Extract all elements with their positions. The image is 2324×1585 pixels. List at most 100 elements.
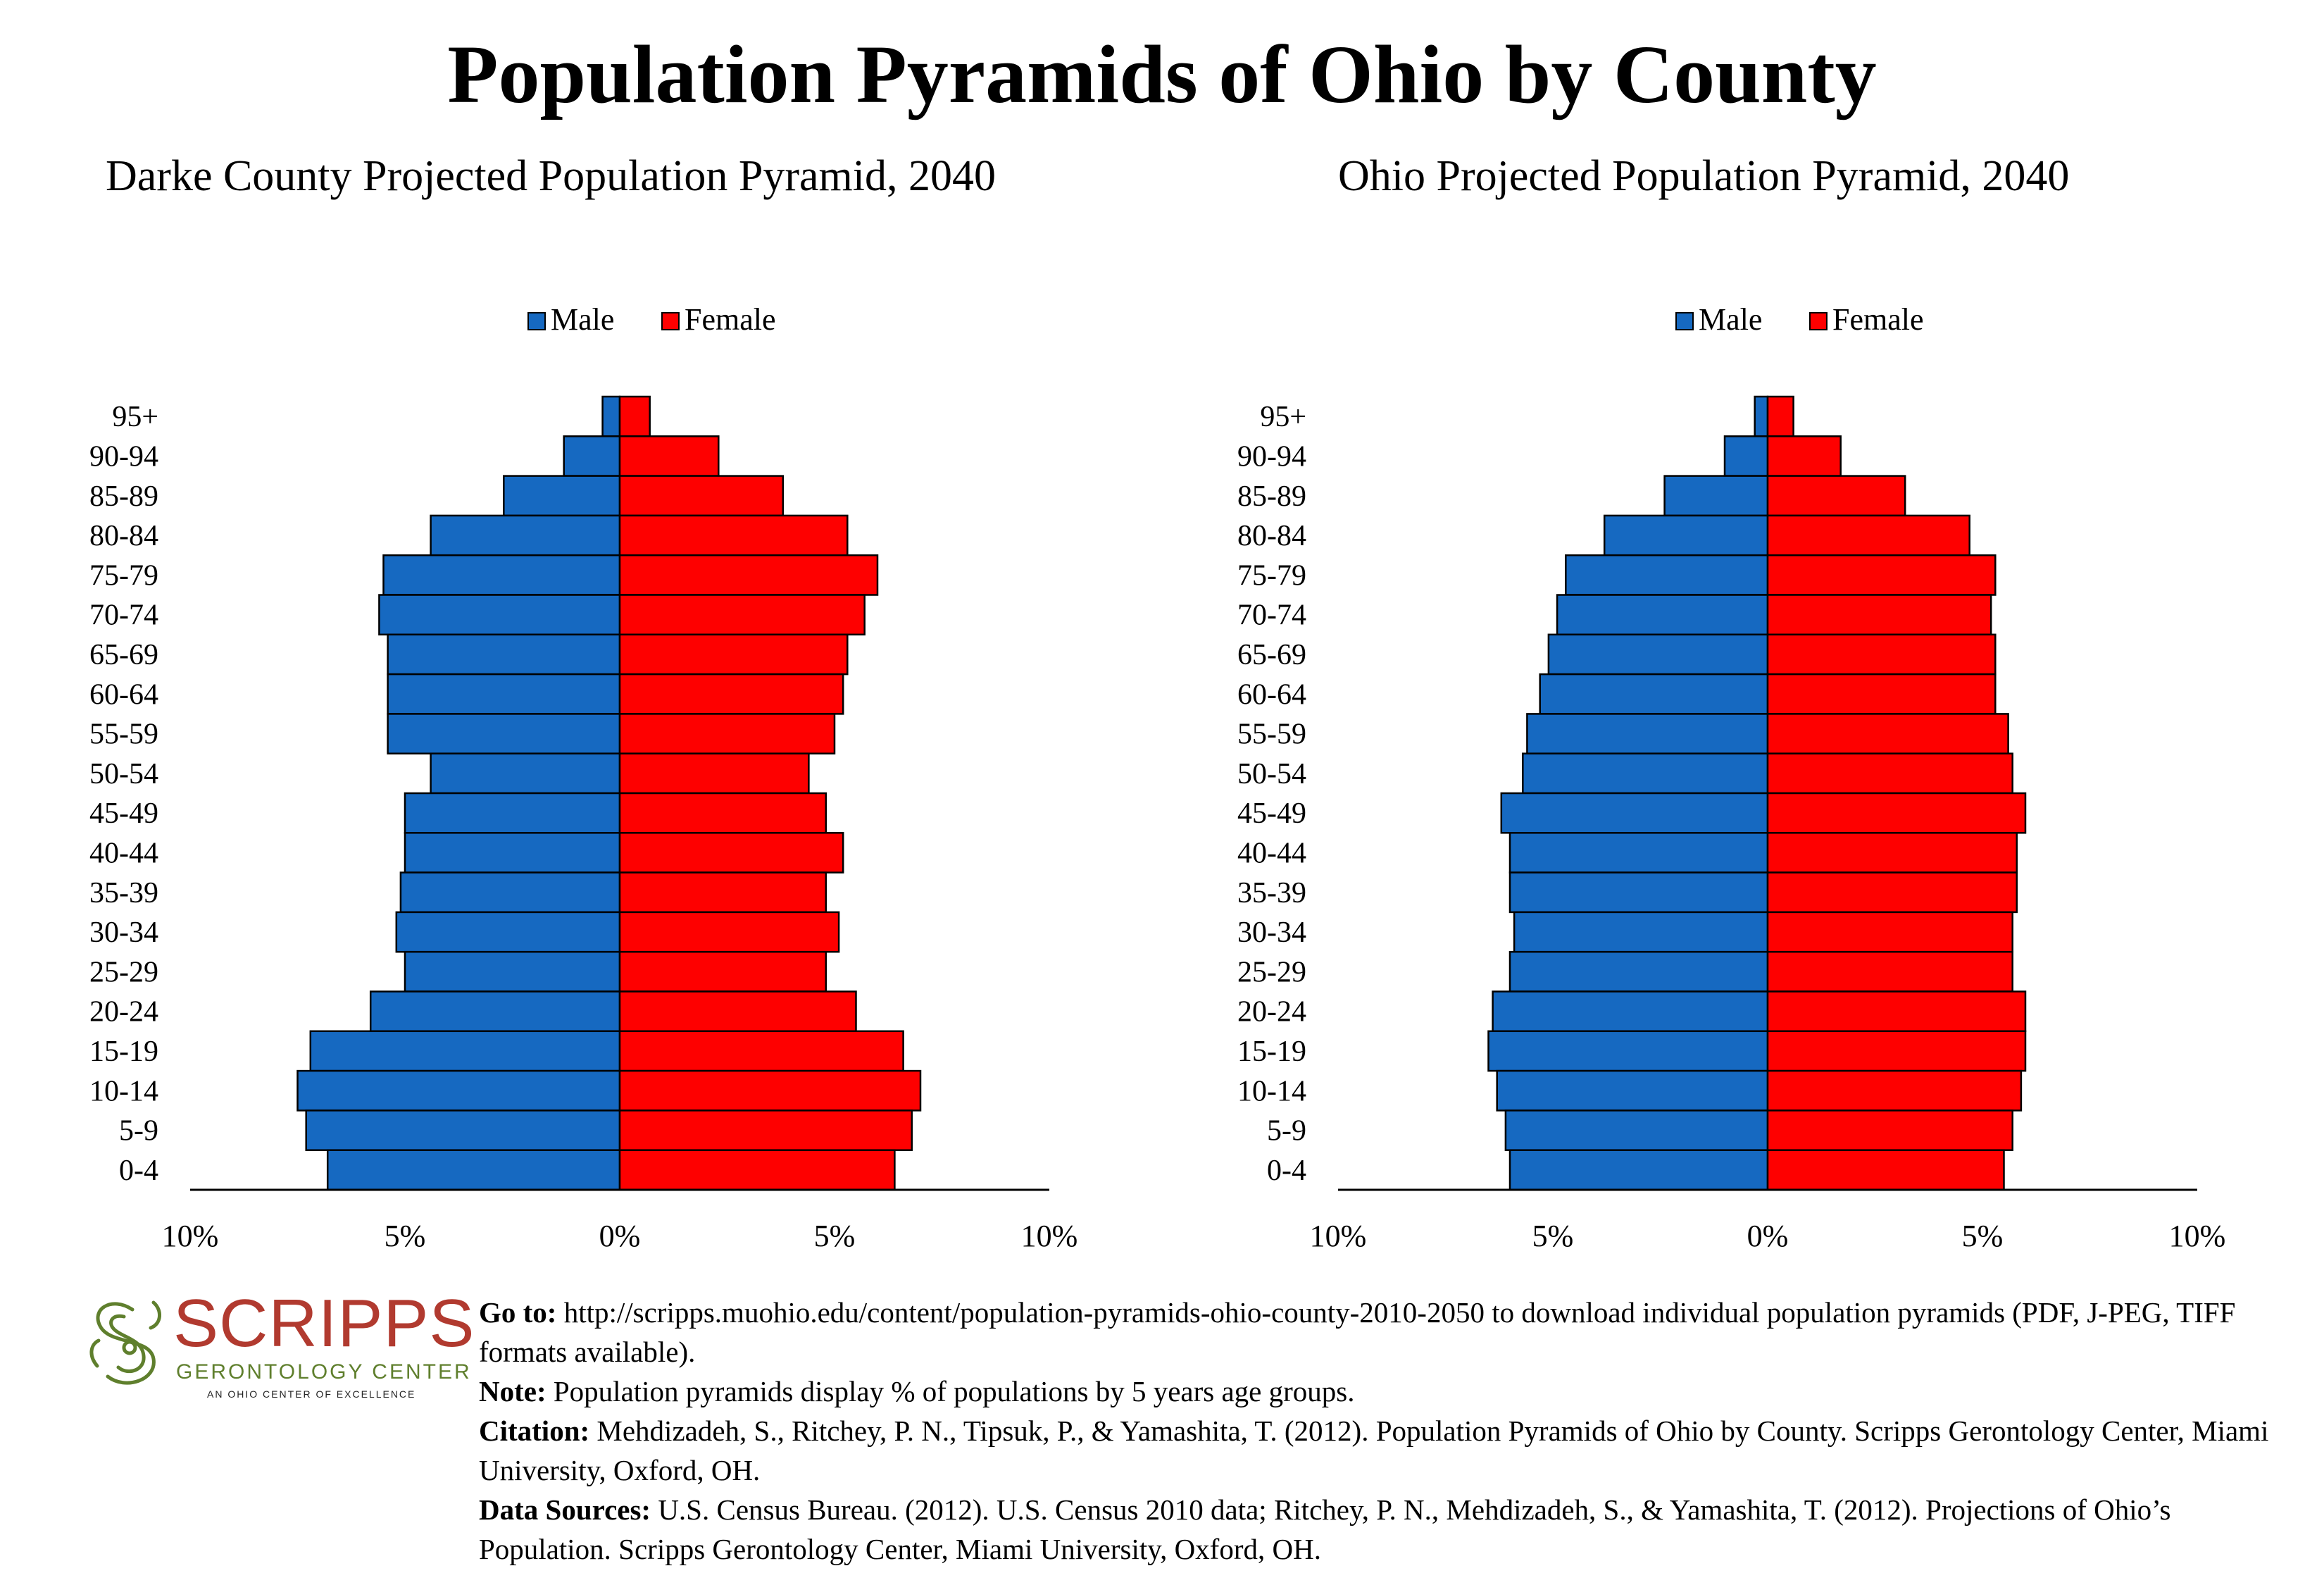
darke-legend-label-male: Male — [551, 302, 614, 337]
ohio-bar-female-35-39 — [1766, 871, 2018, 914]
darke-x-tick-label: 0% — [599, 1219, 641, 1253]
darke-bar-female-95+ — [618, 395, 651, 437]
ohio-chart-title: Ohio Projected Population Pyramid, 2040 — [1338, 152, 2070, 200]
ohio-category-label: 15-19 — [1237, 1036, 1306, 1068]
ohio-category-label: 90-94 — [1237, 440, 1306, 473]
darke-category-label: 55-59 — [89, 719, 158, 751]
ohio-category-label: 55-59 — [1237, 719, 1306, 751]
ohio-category-label: 30-34 — [1237, 916, 1306, 949]
darke-category-label: 90-94 — [89, 440, 158, 473]
darke-bar-female-5-9 — [618, 1110, 913, 1151]
ohio-bar-male-10-14 — [1496, 1069, 1769, 1112]
ohio-bar-male-0-4 — [1508, 1149, 1769, 1191]
ohio-bar-female-60-64 — [1766, 673, 1997, 715]
ohio-bar-female-40-44 — [1766, 832, 2018, 874]
note-sources-text: U.S. Census Bureau. (2012). U.S. Census … — [479, 1493, 2171, 1565]
darke-bar-male-65-69 — [387, 633, 621, 676]
darke-bar-female-10-14 — [618, 1069, 922, 1112]
darke-category-label: 20-24 — [89, 996, 158, 1028]
darke-category-label: 0-4 — [119, 1155, 158, 1187]
ohio-bar-male-30-34 — [1513, 911, 1769, 953]
note-goto: Go to: http://scripps.muohio.edu/content… — [479, 1293, 2310, 1372]
darke-bar-male-75-79 — [382, 554, 621, 596]
ohio-bar-male-25-29 — [1508, 950, 1769, 993]
ohio-bar-male-85-89 — [1663, 475, 1769, 517]
darke-bar-male-20-24 — [369, 990, 621, 1033]
darke-bar-male-15-19 — [309, 1030, 621, 1072]
note-sources-label: Data Sources: — [479, 1493, 651, 1526]
darke-chart-title: Darke County Projected Population Pyrami… — [106, 152, 996, 200]
ohio-category-label: 25-29 — [1237, 956, 1306, 988]
ohio-bar-male-45-49 — [1500, 792, 1769, 834]
ohio-bar-female-20-24 — [1766, 990, 2027, 1033]
ohio-bar-female-0-4 — [1766, 1149, 2005, 1191]
ohio-bar-female-70-74 — [1766, 594, 1992, 636]
darke-bar-male-80-84 — [430, 514, 621, 557]
darke-bar-female-65-69 — [618, 633, 849, 676]
ohio-bar-male-60-64 — [1539, 673, 1769, 715]
darke-bar-male-70-74 — [378, 594, 621, 636]
ohio-bar-male-75-79 — [1565, 554, 1769, 596]
darke-bar-male-50-54 — [430, 752, 621, 795]
darke-category-label: 75-79 — [89, 559, 158, 592]
scripps-swirl-icon — [89, 1300, 161, 1385]
ohio-bar-male-50-54 — [1522, 752, 1769, 795]
darke-category-label: 10-14 — [89, 1075, 158, 1107]
ohio-category-label: 20-24 — [1237, 996, 1306, 1028]
darke-bar-female-35-39 — [618, 871, 827, 914]
ohio-bar-female-5-9 — [1766, 1110, 2013, 1151]
ohio-bar-male-15-19 — [1487, 1030, 1769, 1072]
ohio-bar-male-35-39 — [1508, 871, 1769, 914]
note-citation: Citation: Mehdizadeh, S., Ritchey, P. N.… — [479, 1411, 2310, 1490]
darke-bar-female-60-64 — [618, 673, 844, 715]
darke-category-label: 80-84 — [89, 520, 158, 552]
darke-bar-female-70-74 — [618, 594, 866, 636]
darke-bar-female-40-44 — [618, 832, 844, 874]
page-title: Population Pyramids of Ohio by County — [447, 28, 1877, 120]
ohio-legend: Male Female — [1675, 302, 1924, 337]
darke-legend-swatch-female — [661, 312, 680, 330]
ohio-bar-female-65-69 — [1766, 633, 1997, 676]
note-note: Note: Population pyramids display % of p… — [479, 1372, 2310, 1411]
darke-legend-label-female: Female — [685, 302, 776, 337]
darke-pyramid-chart: Male Female 95+ 90-94 85-89 80-84 75-79 70-74 65… — [89, 302, 1078, 1253]
darke-bar-male-90-94 — [563, 435, 621, 477]
darke-x-tick-label: 10% — [162, 1219, 219, 1253]
darke-category-label: 35-39 — [89, 877, 158, 909]
ohio-bar-male-5-9 — [1504, 1110, 1769, 1151]
darke-bar-male-30-34 — [395, 911, 621, 953]
darke-bar-male-5-9 — [305, 1110, 621, 1151]
darke-x-tick-label: 10% — [1021, 1219, 1078, 1253]
ohio-x-tick-label: 5% — [1532, 1219, 1574, 1253]
darke-bar-male-60-64 — [387, 673, 621, 715]
logo-tagline: AN OHIO CENTER OF EXCELLENCE — [207, 1388, 416, 1400]
ohio-bar-female-80-84 — [1766, 514, 1970, 557]
ohio-category-label: 75-79 — [1237, 559, 1306, 592]
darke-legend-swatch-male — [527, 312, 546, 330]
darke-bar-male-0-4 — [326, 1149, 621, 1191]
darke-bar-female-55-59 — [618, 713, 836, 754]
note-goto-label: Go to: — [479, 1296, 557, 1329]
ohio-bar-female-55-59 — [1766, 713, 2009, 754]
ohio-bar-male-65-69 — [1547, 633, 1769, 676]
ohio-x-tick-label: 5% — [1962, 1219, 2004, 1253]
darke-bar-female-50-54 — [618, 752, 810, 795]
darke-bar-female-75-79 — [618, 554, 879, 596]
ohio-bar-male-70-74 — [1556, 594, 1769, 636]
ohio-bar-female-90-94 — [1766, 435, 1842, 477]
darke-bar-female-0-4 — [618, 1149, 896, 1191]
ohio-bar-male-40-44 — [1508, 832, 1769, 874]
ohio-bar-male-80-84 — [1603, 514, 1769, 557]
ohio-bar-male-95+ — [1754, 395, 1769, 437]
ohio-bar-female-95+ — [1766, 395, 1794, 437]
ohio-bar-female-45-49 — [1766, 792, 2027, 834]
ohio-category-label: 35-39 — [1237, 877, 1306, 909]
darke-category-label: 25-29 — [89, 956, 158, 988]
darke-category-label: 40-44 — [89, 837, 158, 869]
darke-bar-male-85-89 — [503, 475, 621, 517]
ohio-legend-label-male: Male — [1699, 302, 1762, 337]
ohio-category-label: 65-69 — [1237, 639, 1306, 671]
ohio-category-label: 70-74 — [1237, 599, 1306, 632]
darke-category-label: 65-69 — [89, 639, 158, 671]
ohio-category-label: 45-49 — [1237, 797, 1306, 830]
